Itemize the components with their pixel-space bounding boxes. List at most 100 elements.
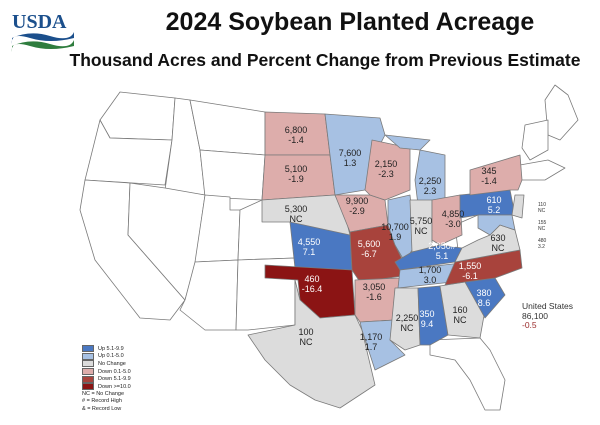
legend-item: Down 5.1-9.9 (82, 375, 131, 383)
label-kansas-acres: 4,550 (298, 237, 321, 247)
state-mass-ct-ri (517, 159, 566, 181)
usda-logo-text: USDA (12, 11, 67, 33)
us-total-label: United States (522, 301, 574, 311)
us-total-acres: 86,100 (522, 310, 548, 321)
label-north-dakota-change: -1.4 (288, 135, 304, 145)
label-south-carolina-acres: 380 (476, 288, 491, 298)
label-wisconsin-change: -2.3 (378, 169, 394, 179)
legend-swatch (82, 345, 94, 353)
label-arkansas-change: -1.6 (366, 292, 382, 302)
label-indiana-acres: 5,750 (410, 216, 433, 226)
label-mississippi-acres: 2,250 (396, 313, 419, 323)
usda-logo: USDA (11, 11, 74, 52)
label-oklahoma-acres: 460 (304, 274, 319, 284)
state-wyoming (199, 149, 266, 201)
legend-swatch (82, 383, 94, 391)
legend-label: Down 0.1-5.0 (98, 368, 131, 375)
state-new-york (469, 154, 523, 196)
legend-swatch (82, 352, 94, 360)
state-labels: 6,800-1.45,100-1.95,300NC4,5507.1460-16.… (285, 125, 506, 352)
label-michigan-change: 2.3 (424, 186, 437, 196)
label-kentucky-change: 5.1 (436, 251, 449, 261)
state-delaware-maryland (477, 214, 516, 236)
label-south-dakota-acres: 5,100 (285, 164, 308, 174)
state-washington (99, 91, 176, 141)
label-wisconsin-acres: 2,150 (375, 159, 398, 169)
label-iowa-change: -2.9 (349, 206, 365, 216)
label-ohio-change: -3.0 (445, 219, 461, 229)
label-illinois-acres: 10,700 (381, 222, 409, 232)
state-florida (429, 337, 506, 411)
legend-label: Up 5.1-9.9 (98, 345, 124, 352)
legend-swatch (82, 375, 94, 383)
label-kentucky-acres: 2,050# (428, 241, 456, 251)
legend-label: Up 0.1-5.0 (98, 353, 124, 360)
page-subtitle: Thousand Acres and Percent Change from P… (69, 50, 581, 70)
label-kansas-change: 7.1 (303, 247, 316, 257)
label-louisiana-acres: 1,170 (360, 332, 383, 342)
label-de-acres: 155 (538, 220, 547, 226)
legend-label: No Change (98, 360, 126, 367)
label-georgia-acres: 160 (452, 305, 467, 315)
label-tennessee-acres: 1,700 (419, 265, 442, 275)
us-total-change: -0.5 (522, 320, 537, 330)
label-minnesota-change: 1.3 (344, 158, 357, 168)
label-oklahoma-change: -16.4 (302, 284, 323, 294)
legend-label: Down 5.1-9.9 (98, 376, 131, 383)
label-georgia-change: NC (454, 315, 467, 325)
label-virginia-change: NC (492, 243, 505, 253)
label-pennsylvania-acres: 610 (486, 195, 501, 205)
state-iowa (334, 194, 389, 233)
legend-item: Down >=10.0 (82, 383, 131, 391)
legend-label: Down >=10.0 (98, 383, 131, 390)
label-alabama-acres: 350 (419, 309, 434, 319)
legend-swatch (82, 360, 94, 368)
legend-swatch (82, 368, 94, 376)
label-nebraska-change: NC (290, 214, 303, 224)
label-md-acres: 480 (538, 238, 547, 244)
label-michigan-acres: 2,250 (419, 176, 442, 186)
label-texas-acres: 100 (298, 327, 313, 337)
state-montana (189, 99, 266, 156)
label-de-change: NC (538, 226, 546, 232)
label-new-york-change: -1.4 (481, 176, 497, 186)
legend-item: No Change (82, 360, 131, 368)
label-md-change: 3.2 (538, 244, 545, 250)
label-alabama-change: 9.4 (421, 319, 434, 329)
state-new-jersey (511, 194, 525, 219)
legend: Up 5.1-9.9 Up 0.1-5.0 No Change Down 0.1-5.… (82, 345, 131, 413)
legend-note: & = Record Low (82, 405, 122, 412)
label-minnesota-acres: 7,600 (339, 148, 362, 158)
us-total: United States 86,100 -0.5 (522, 301, 574, 331)
label-north-carolina-acres: 1,550 (459, 261, 482, 271)
label-nj-acres: 110 (538, 202, 546, 208)
state-vermont-nh (521, 119, 549, 161)
label-north-carolina-change: -6.1 (462, 271, 478, 281)
label-nebraska-acres: 5,300 (285, 204, 308, 214)
label-iowa-acres: 9,900 (346, 196, 369, 206)
label-north-dakota-acres: 6,800 (285, 125, 308, 135)
label-pennsylvania-change: 5.2 (488, 205, 501, 215)
state-texas (247, 279, 376, 409)
label-south-dakota-change: -1.9 (288, 174, 304, 184)
state-mississippi (389, 287, 421, 351)
label-ohio-acres: 4,850 (442, 209, 465, 219)
label-new-york-acres: 345 (481, 166, 496, 176)
legend-note: NC = No Change (82, 390, 125, 397)
page-title: 2024 Soybean Planted Acreage (165, 8, 535, 36)
legend-note: # = Record High (82, 398, 122, 405)
state-alabama (417, 285, 449, 346)
label-illinois-change: 1.9 (389, 232, 402, 242)
label-nj-change: NC (538, 208, 546, 214)
label-indiana-change: NC (415, 226, 428, 236)
label-virginia-acres: 630 (490, 233, 505, 243)
state-michigan-up (384, 134, 431, 151)
label-louisiana-change: 1.7 (365, 342, 378, 352)
label-mississippi-change: NC (401, 323, 414, 333)
legend-item: Down 0.1-5.0 (82, 368, 131, 376)
legend-item: Up 0.1-5.0 (82, 352, 131, 361)
label-arkansas-acres: 3,050 (363, 282, 386, 292)
label-texas-change: NC (300, 337, 313, 347)
